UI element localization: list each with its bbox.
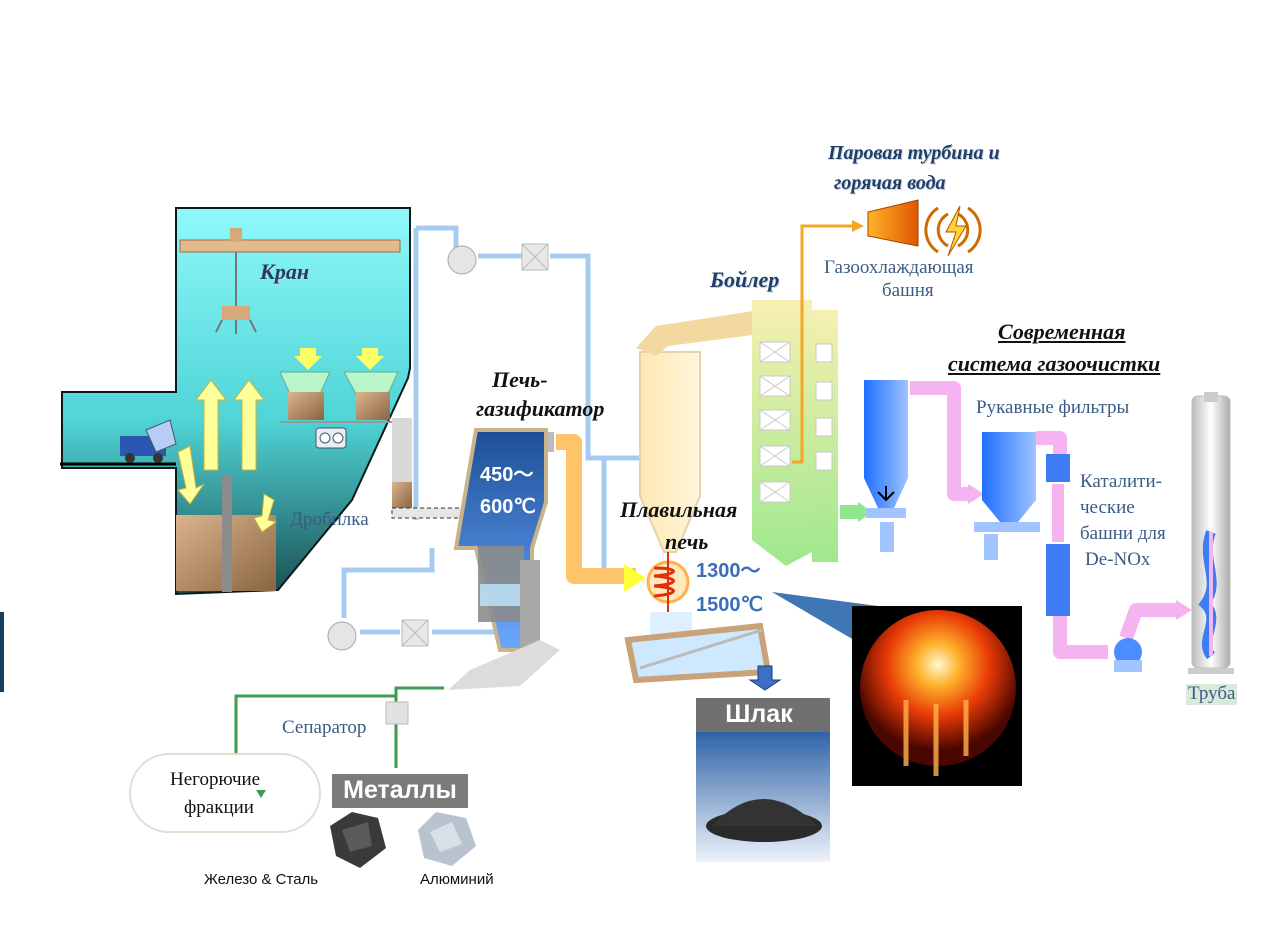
catalytic-label-line3: башни для	[1080, 523, 1166, 544]
catalytic-label-line1: Каталити-	[1080, 471, 1162, 492]
melting-temp-line2: 1500℃	[696, 594, 763, 616]
hot-gas-duct	[556, 434, 636, 584]
steam-arrow-icon	[852, 220, 864, 232]
id-fan-icon	[1114, 638, 1142, 672]
separator-label: Сепаратор	[282, 717, 367, 738]
gas-cooling-label-line2: башня	[882, 280, 934, 301]
slag-label: Шлак	[725, 700, 793, 728]
metals-box	[332, 774, 468, 808]
metals-label: Металлы	[343, 776, 457, 804]
hot-gas-arrow-icon	[624, 564, 646, 592]
iron-steel-label: Железо & Сталь	[204, 871, 319, 888]
iron-scrap-icon	[330, 812, 386, 868]
fire-coil-icon	[646, 552, 690, 612]
steam-turbine-label-line1: Паровая турбина и	[828, 142, 1000, 164]
gasifier-temp-line2: 600℃	[480, 496, 536, 518]
stack	[1188, 392, 1234, 674]
bag-filters-label: Рукавные фильтры	[976, 397, 1130, 418]
feed-hoppers	[279, 348, 400, 449]
garbage-truck-icon	[120, 419, 177, 463]
fan-icon	[327, 243, 549, 651]
melting-furnace-label-line1: Плавильная	[620, 497, 738, 522]
steam-turbine-label-line2: горячая вода	[834, 172, 946, 194]
edge-mark	[0, 612, 4, 692]
separator	[234, 686, 444, 768]
modern-cleaning-label-line1: Современная	[998, 319, 1126, 344]
gas-cooling-label-line1: Газоохлаждающая	[824, 257, 974, 278]
crusher	[391, 418, 463, 519]
lightning-icon	[924, 205, 982, 257]
aluminum-scrap-icon	[418, 812, 476, 866]
aluminum-label: Алюминий	[420, 871, 494, 888]
slag-image	[696, 732, 830, 862]
denox-tower	[1046, 454, 1070, 616]
bag-filter	[974, 432, 1040, 560]
catalytic-label-line2: ческие	[1080, 497, 1135, 518]
slag-down-arrow-icon	[748, 665, 782, 691]
gasifier-temp-line1: 450～	[480, 464, 534, 486]
modern-cleaning-label-line2: система газоочистки	[948, 351, 1161, 376]
noncombustible-arrow-icon	[256, 790, 266, 798]
stack-label: Труба	[1186, 683, 1238, 705]
melting-furnace	[624, 310, 772, 684]
gasifier-label-line1: Печь-	[492, 367, 548, 392]
boiler	[752, 300, 838, 566]
crane	[179, 228, 401, 334]
pink-arrow-icon	[968, 484, 984, 504]
noncombustible-label-line1: Негорючие	[170, 769, 261, 790]
noncombustible-box	[129, 753, 321, 833]
catalytic-label-line4: De-NOx	[1085, 549, 1151, 570]
green-arrow-icon	[858, 502, 872, 522]
crusher-label: Дробилка	[290, 509, 369, 530]
pink-arrow-stack-icon	[1176, 600, 1192, 620]
boiler-label: Бойлер	[710, 267, 780, 292]
bunker-up-arrows	[177, 379, 278, 533]
gasifier-label-line2: газификатор	[476, 396, 605, 421]
noncombustible-label-line2: фракции	[184, 797, 254, 818]
callout-pointer	[772, 592, 878, 640]
crane-label: Кран	[260, 259, 310, 284]
slag-box	[696, 698, 830, 732]
gasifier	[448, 428, 560, 690]
melting-temp-line1: 1300～	[696, 560, 761, 582]
steam-line	[792, 224, 858, 464]
melting-furnace-label-line2: печь	[665, 529, 709, 554]
turbine-icon	[867, 199, 919, 247]
gas-cooling-tower	[864, 380, 908, 552]
